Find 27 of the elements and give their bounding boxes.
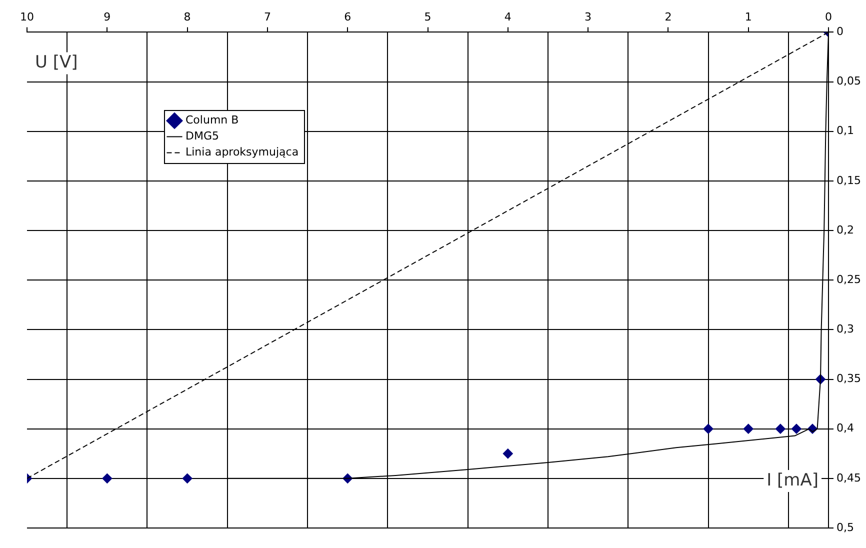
y-tick-label: 0,2 [836,223,854,236]
y-tick-label: 0,1 [836,124,854,138]
y-tick-label: 0 [836,25,844,38]
x-tick-label: 2 [664,10,672,24]
y-axis-title: U [V] [35,52,78,73]
x-tick-label: 10 [20,10,34,24]
legend-label: Linia aproksymująca [186,146,299,159]
x-tick-label: 9 [104,10,111,24]
legend-label: DMG5 [186,130,219,143]
y-tick-label: 0,15 [836,174,862,187]
x-tick-label: 6 [344,10,352,24]
x-tick-label: 3 [584,10,592,24]
y-tick-label: 0,05 [836,74,862,88]
y-tick-label: 0,45 [836,471,862,484]
x-axis-title: I [mA] [766,470,819,490]
y-tick-label: 0,4 [836,422,854,435]
x-tick-label: 4 [504,10,512,24]
y-tick-label: 0,35 [836,372,862,386]
y-tick-label: 0,25 [836,272,862,286]
y-tick-label: 0,3 [836,322,854,336]
legend-label: Column B [186,114,239,127]
x-tick-label: 8 [184,10,191,24]
x-tick-label: 7 [264,10,271,24]
x-tick-label: 5 [424,10,432,24]
y-tick-label: 0,5 [836,520,854,534]
x-tick-label: 1 [744,10,752,24]
x-tick-label: 0 [825,10,832,24]
